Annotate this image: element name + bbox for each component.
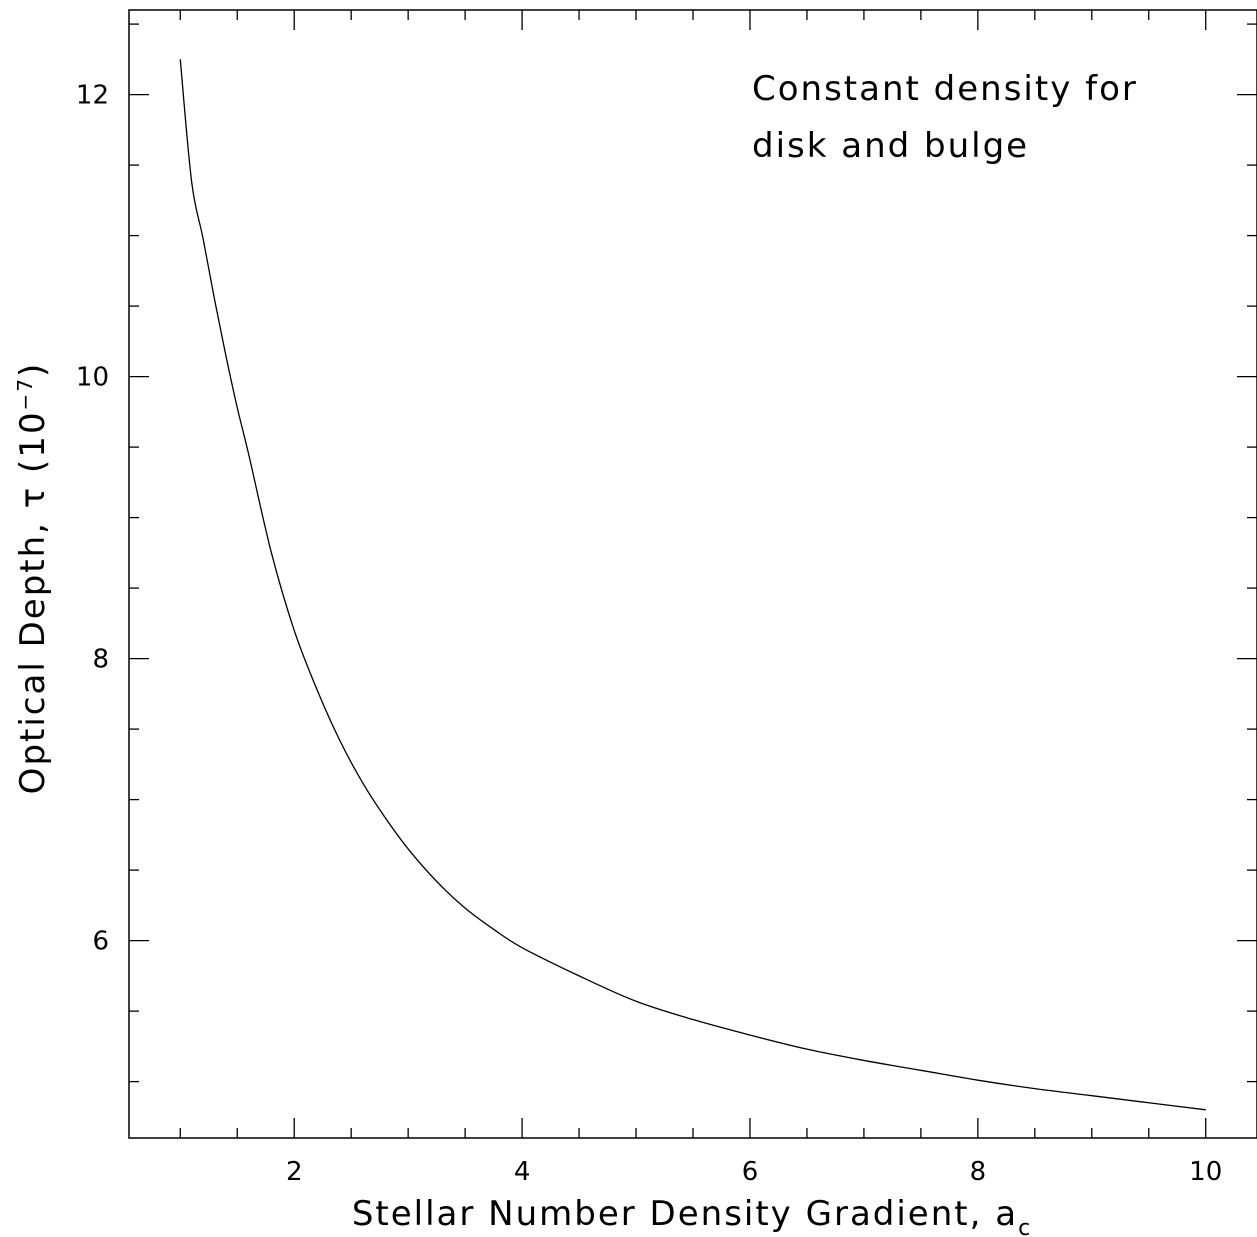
x-tick-label: 8 [970,1157,987,1187]
x-axis-label: Stellar Number Density Gradient, ac [352,1194,1032,1237]
y-axis-label-superscript: −7 [13,377,37,410]
y-tick-label: 6 [92,927,109,957]
x-axis-label-text: Stellar Number Density Gradient, a [352,1194,1018,1234]
y-tick-label: 10 [76,363,109,393]
annotation-line-1: Constant density for [752,69,1138,109]
y-axis-label: Optical Depth, τ (10−7) [13,362,53,795]
plot-frame [128,9,1257,1139]
x-tick-label: 4 [514,1157,531,1187]
annotation-line-2: disk and bulge [752,126,1029,166]
x-tick-label: 6 [742,1157,759,1187]
x-tick-labels: 2 4 6 8 10 [286,1157,1222,1187]
y-tick-labels: 6 8 10 12 [76,81,109,957]
optical-depth-curve [179,59,1206,1111]
axis-ticks [129,10,1257,1138]
x-tick-label: 10 [1189,1157,1222,1187]
x-axis-label-subscript: c [1018,1216,1032,1237]
x-tick-label: 2 [286,1157,303,1187]
y-tick-label: 12 [76,81,109,111]
y-tick-label: 8 [92,645,109,675]
y-axis-label-text: Optical Depth, τ (10 [13,410,53,794]
y-axis-label-suffix: ) [13,362,53,377]
